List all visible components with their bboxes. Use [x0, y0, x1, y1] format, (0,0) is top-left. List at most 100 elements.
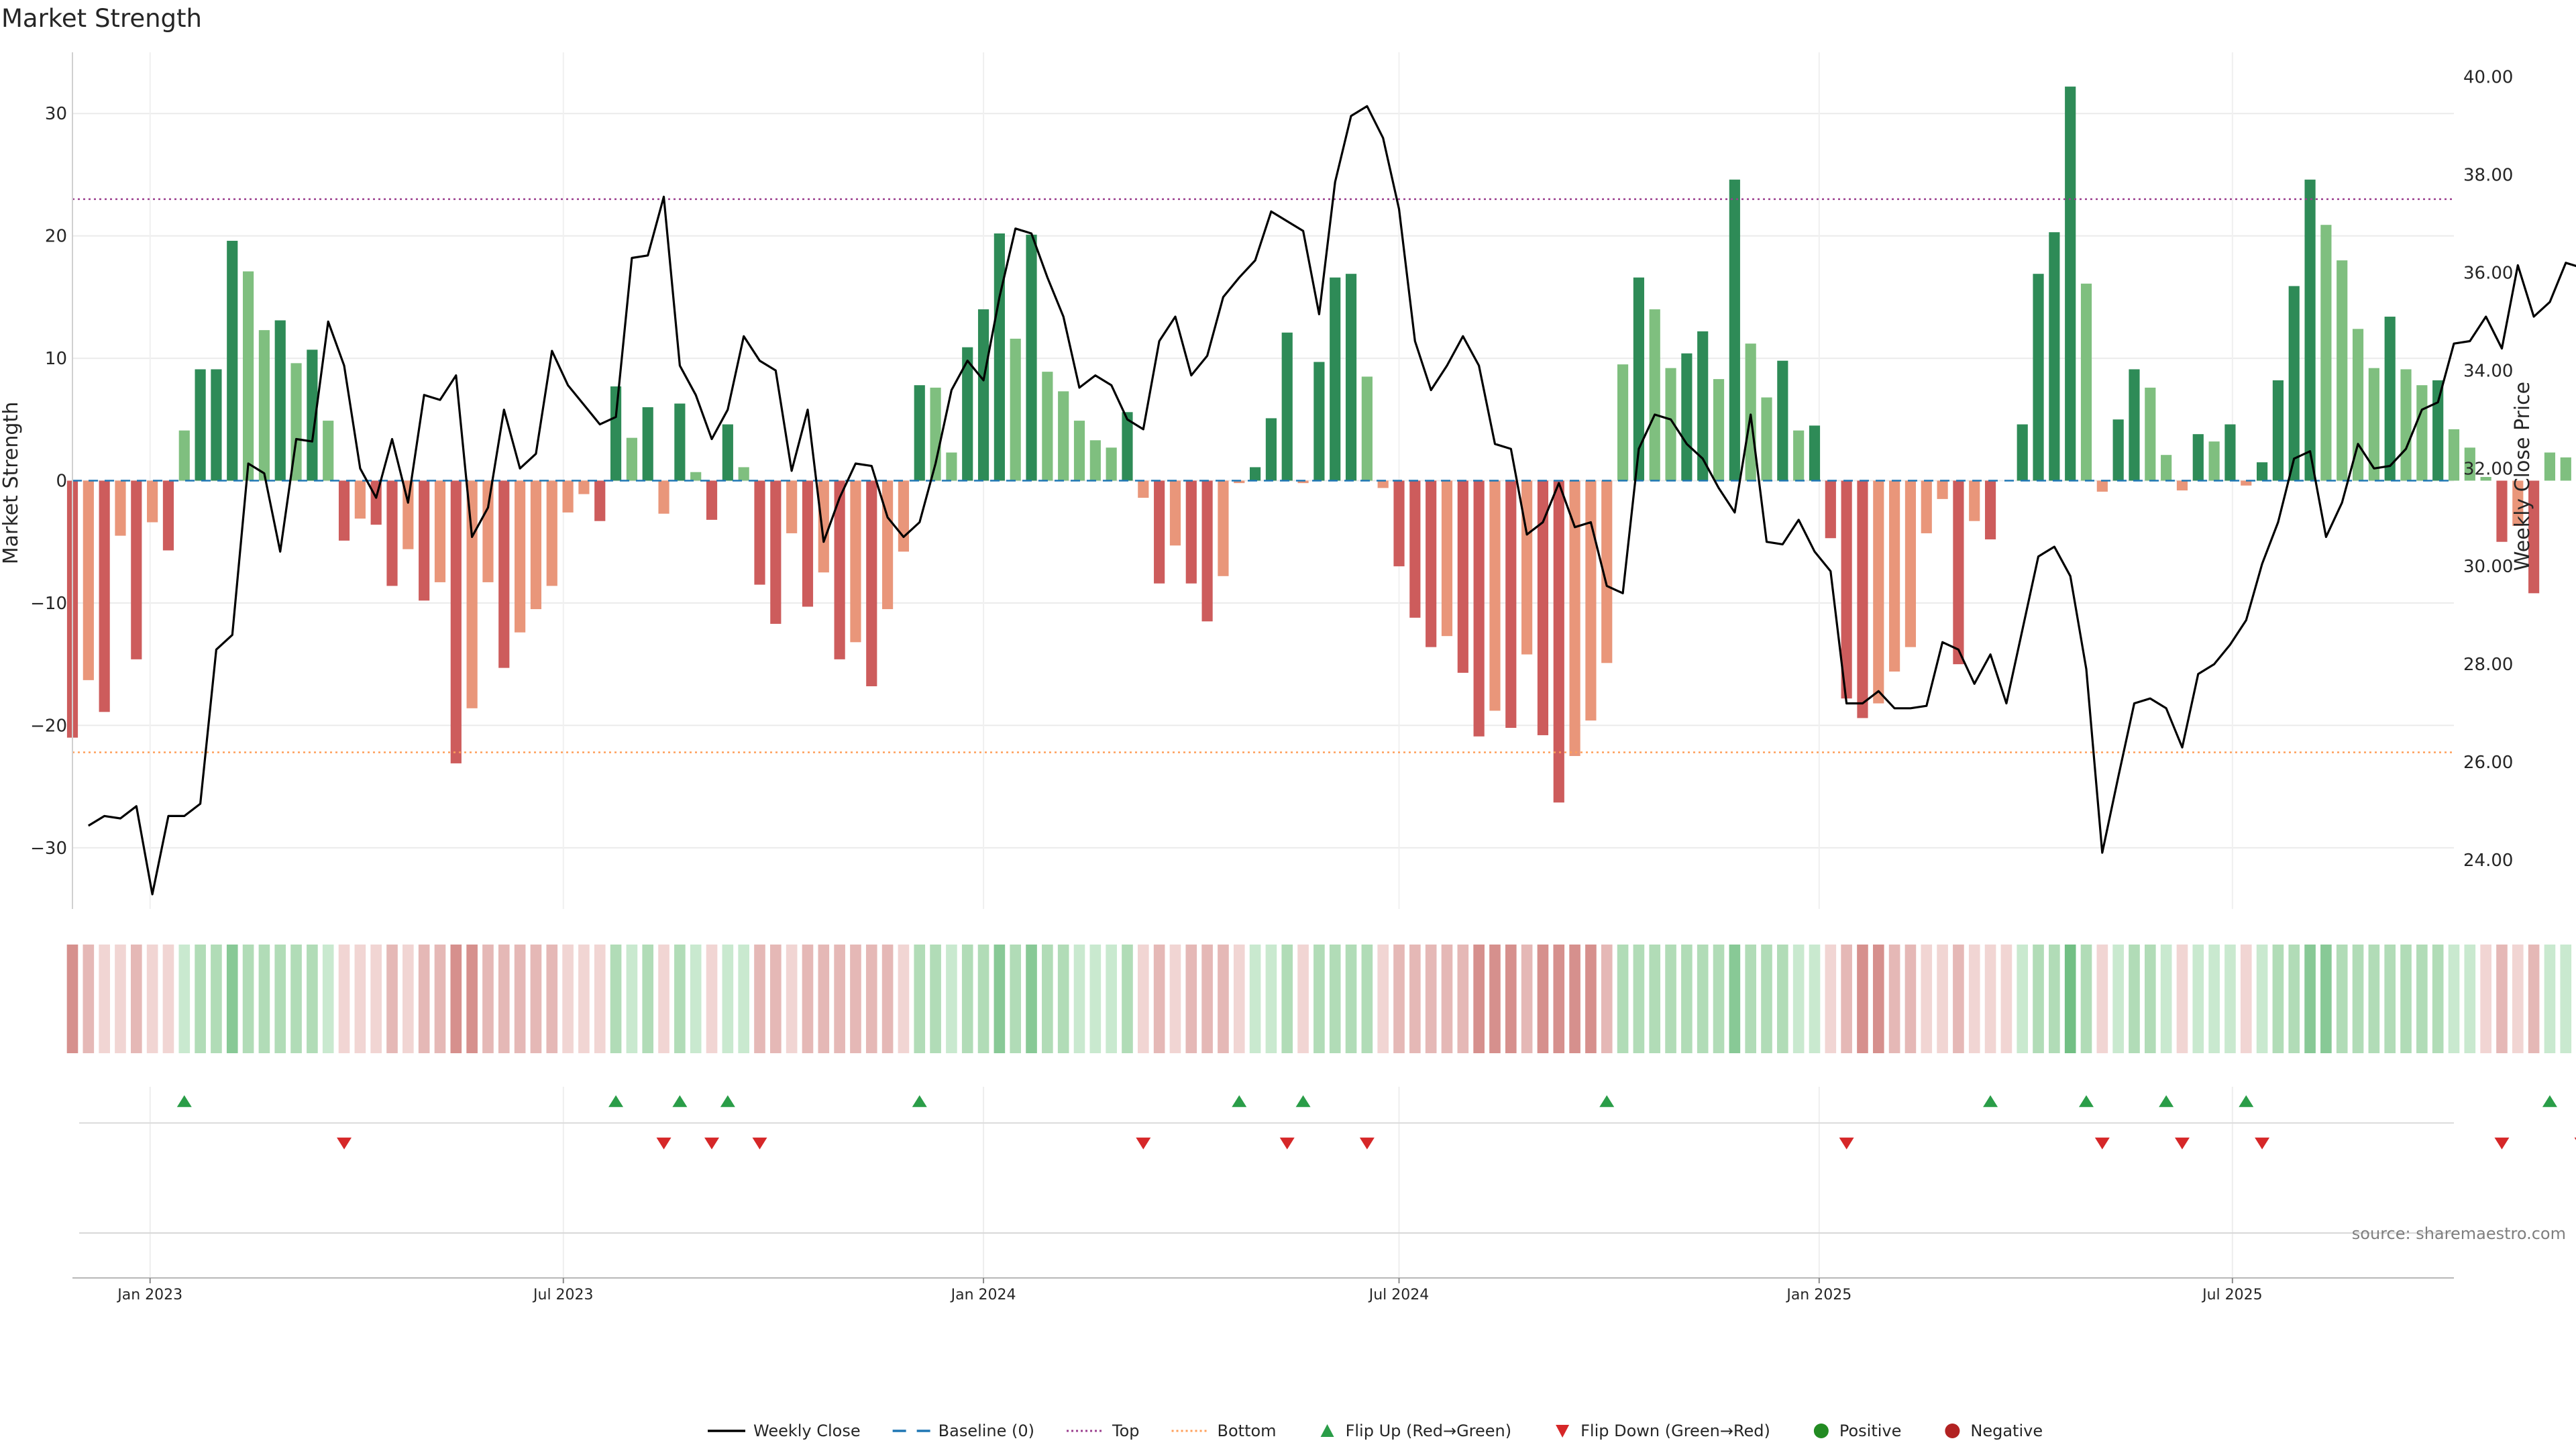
- strength-bar: [2512, 480, 2524, 526]
- strength-bar: [1969, 480, 1980, 521]
- strength-bar: [1505, 480, 1517, 729]
- strip-cell: [977, 945, 989, 1053]
- strip-cell: [546, 945, 558, 1053]
- strength-bar: [1089, 440, 1101, 481]
- flip-down-marker: [2494, 1137, 2510, 1150]
- strength-bar: [115, 480, 126, 536]
- strength-bar: [2129, 369, 2140, 481]
- strip-cell: [738, 945, 749, 1053]
- strength-bar: [1521, 480, 1533, 655]
- x-axis-ticks: Jan 2023 Jul 2023 Jan 2024 Jul 2024 Jan 2025…: [116, 1278, 2263, 1303]
- strength-bar: [1761, 397, 1772, 481]
- strength-bar: [1169, 480, 1181, 546]
- strength-bar: [1889, 480, 1900, 672]
- strip-cell: [1921, 945, 1933, 1053]
- strip-cell: [946, 945, 957, 1053]
- strip-cell: [2528, 945, 2540, 1053]
- y-tick-label-right: 32.00: [2463, 459, 2513, 479]
- strength-bar: [2304, 179, 2316, 481]
- strip-cell: [1249, 945, 1261, 1053]
- strip-cell: [818, 945, 830, 1053]
- strength-bars: [66, 87, 2571, 803]
- strength-bar: [1377, 480, 1389, 488]
- strip-cell: [162, 945, 174, 1053]
- strip-cell: [466, 945, 478, 1053]
- strength-bar: [1026, 234, 1037, 481]
- strength-bar: [242, 271, 254, 481]
- strength-bar: [1361, 376, 1373, 481]
- flip-down-marker: [752, 1137, 767, 1150]
- strip-cell: [1473, 945, 1485, 1053]
- strength-bar: [1473, 480, 1485, 737]
- strip-cell: [1505, 945, 1517, 1053]
- strip-cell: [1297, 945, 1309, 1053]
- strength-bar: [147, 480, 158, 523]
- strip-cell: [722, 945, 734, 1053]
- strip-cell: [386, 945, 398, 1053]
- strength-bar: [994, 233, 1005, 481]
- strip-cell: [1441, 945, 1453, 1053]
- strip-cell: [2496, 945, 2508, 1053]
- strip-cell: [850, 945, 861, 1053]
- strip-cell: [2160, 945, 2172, 1053]
- strength-bar: [610, 386, 622, 481]
- flip-down-marker: [656, 1137, 672, 1150]
- strength-bar: [274, 320, 286, 481]
- strength-bar: [99, 480, 110, 712]
- strip-cell: [178, 945, 191, 1053]
- strip-cell: [1968, 945, 1980, 1053]
- strip-cell: [2304, 945, 2316, 1053]
- strip-cell: [1233, 945, 1245, 1053]
- strength-bar: [977, 309, 989, 481]
- strength-bar: [2176, 480, 2188, 491]
- strength-bar: [1953, 480, 1964, 665]
- flip-down-marker: [1839, 1137, 1854, 1150]
- strength-bar: [195, 369, 206, 481]
- y-tick-label-right: 24.00: [2463, 851, 2513, 871]
- y-axis-left-label: Market Strength: [0, 402, 23, 564]
- y-tick-label-right: 34.00: [2463, 361, 2513, 381]
- y-tick-label-right: 26.00: [2463, 753, 2513, 773]
- strip-cell: [1553, 945, 1565, 1053]
- strip-cell: [898, 945, 910, 1053]
- x-tick-label: Jul 2024: [1368, 1287, 1430, 1303]
- strength-bar: [1042, 372, 1053, 481]
- strength-bar: [1601, 480, 1613, 663]
- strength-bar: [1489, 480, 1501, 711]
- strength-bar: [866, 480, 877, 686]
- strip-cell: [418, 945, 430, 1053]
- strength-bar: [594, 480, 606, 521]
- strip-cell: [2544, 945, 2556, 1053]
- strength-bar: [2257, 462, 2268, 481]
- y-axis-right-ticks: 40.00 38.00 36.00 34.00 32.00 30.00 28.00 26.00…: [2463, 67, 2513, 871]
- strength-bar: [227, 240, 238, 481]
- strip-cell: [1281, 945, 1293, 1053]
- strength-bar: [1633, 277, 1644, 481]
- strip-cell: [2512, 945, 2524, 1053]
- legend-label: Bottom: [1218, 1421, 1277, 1440]
- strength-heat-strip: [66, 945, 2572, 1053]
- strip-cell: [274, 945, 286, 1053]
- strip-cell: [2240, 945, 2252, 1053]
- strength-bar: [690, 472, 702, 481]
- flip-up-marker: [608, 1095, 624, 1108]
- legend-label: Positive: [1839, 1421, 1902, 1440]
- strip-cell: [2480, 945, 2491, 1053]
- strip-cell: [994, 945, 1006, 1053]
- strength-bar: [1745, 343, 1756, 481]
- strip-cell: [802, 945, 814, 1053]
- strip-cell: [482, 945, 494, 1053]
- strip-cell: [786, 945, 798, 1053]
- y-tick-label-left: −10: [30, 594, 67, 614]
- strip-cell: [914, 945, 926, 1053]
- x-tick-label: Jan 2025: [1785, 1287, 1851, 1303]
- strength-bar: [386, 480, 398, 586]
- strip-cell: [1777, 945, 1788, 1053]
- strip-cell: [1761, 945, 1772, 1053]
- legend-label: Weekly Close: [753, 1421, 861, 1440]
- strength-bar: [834, 480, 845, 659]
- strength-bar: [562, 480, 574, 513]
- strip-cell: [1984, 945, 1996, 1053]
- strip-cell: [99, 945, 110, 1053]
- strength-bar: [882, 480, 894, 610]
